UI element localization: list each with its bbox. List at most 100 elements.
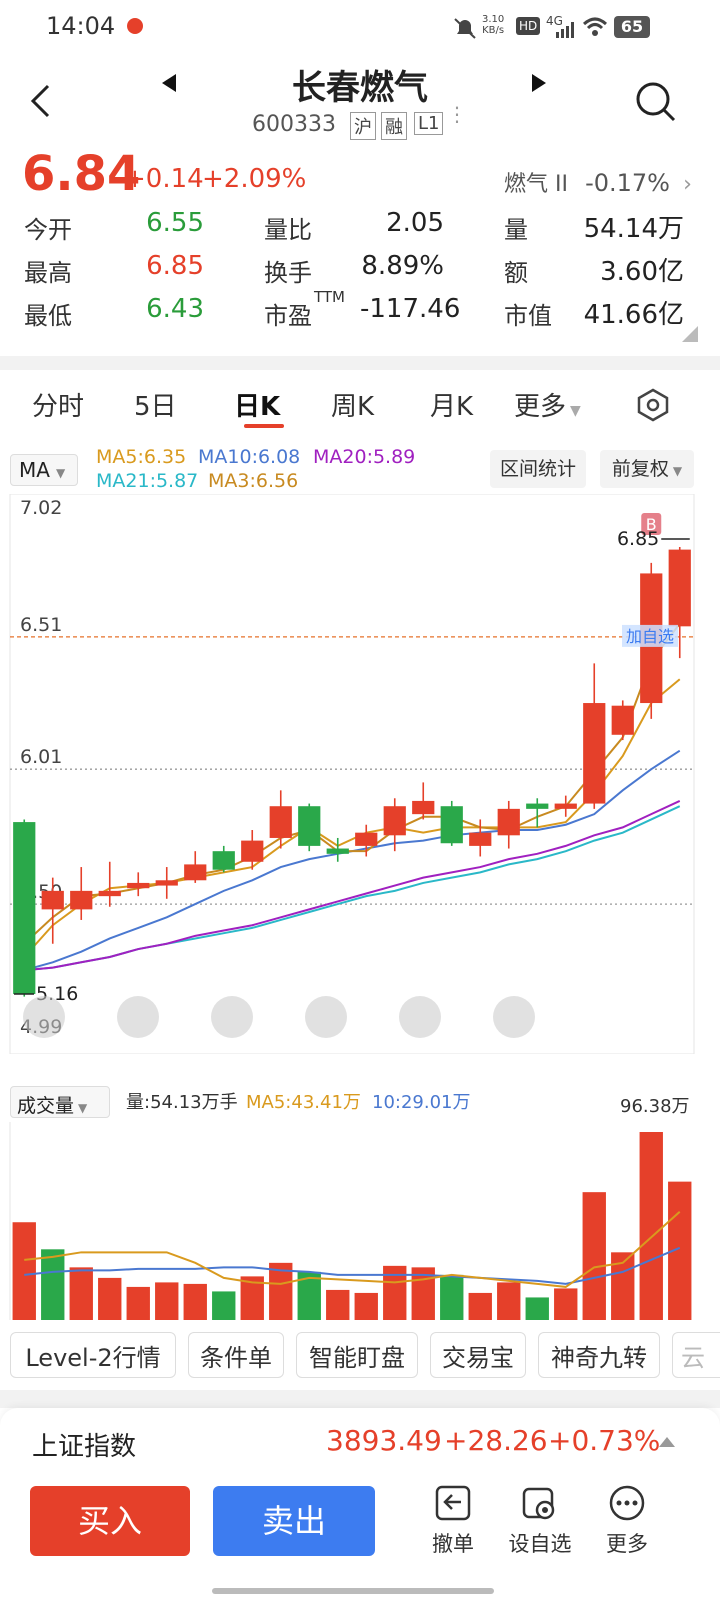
volume-bar: [383, 1265, 407, 1320]
next-control-icon[interactable]: [399, 996, 441, 1038]
more-label: 更多: [606, 1532, 648, 1556]
notification-icon: [127, 18, 143, 34]
stat-value: -117.46: [360, 294, 461, 324]
ma21-line: [24, 805, 681, 972]
vol-legend-current: 量:54.13万手: [126, 1092, 238, 1113]
plot-frame: [9, 494, 695, 1054]
expand-up-icon[interactable]: [658, 1436, 676, 1448]
signal-4g: 4G: [546, 14, 563, 28]
cancel-order-button[interactable]: 撤单: [422, 1484, 484, 1574]
badge-l1: L1: [414, 112, 444, 135]
stat-value: 3.60亿: [600, 257, 684, 287]
candle: [41, 890, 64, 910]
undo-icon: [435, 1485, 471, 1521]
tab-monthly-k[interactable]: 月K: [430, 392, 474, 422]
more-icon: [609, 1485, 645, 1521]
search-icon[interactable]: [634, 80, 676, 122]
watchlist-icon: [522, 1487, 555, 1520]
wifi-icon: [582, 17, 608, 36]
stat-value: 2.05: [386, 208, 444, 238]
fullscreen-control-icon[interactable]: [493, 996, 535, 1038]
prev-stock-icon[interactable]: [160, 72, 180, 94]
tab-daily-k[interactable]: 日K: [234, 392, 281, 422]
index-name: 上证指数: [32, 1432, 137, 1462]
candle: [98, 890, 121, 897]
stat-value: 54.14万: [583, 214, 684, 244]
more-dots-icon[interactable]: ⋮: [447, 102, 467, 126]
kline-chart-area: MA ▼ MA5:6.35 MA10:6.08 MA20:5.89 MA21:5.…: [0, 442, 720, 1352]
stat-label: 今开: [24, 216, 72, 244]
candle: [383, 806, 406, 836]
volume-bar: [240, 1276, 264, 1320]
vol-ma5-line: [24, 1210, 681, 1288]
tab-intraday[interactable]: 分时: [32, 392, 85, 422]
back-icon[interactable]: [28, 82, 52, 120]
page-title: 长春燃气: [292, 68, 428, 108]
sector-name: 燃气 II: [504, 172, 568, 197]
cloud-button[interactable]: 云: [672, 1332, 720, 1378]
status-time: 14:04: [46, 12, 116, 40]
legend-ma21: MA21:5.87: [96, 470, 199, 492]
trade-treasure-button[interactable]: 交易宝: [430, 1332, 526, 1378]
high-price-label: 6.85: [617, 528, 659, 550]
ma-select[interactable]: MA ▼: [10, 454, 78, 486]
sector-pct: -0.17%: [585, 169, 670, 197]
expand-corner-icon[interactable]: [682, 326, 698, 342]
more-button[interactable]: 更多: [596, 1484, 658, 1574]
stat-label: 最低: [24, 302, 72, 330]
volume-bar: [326, 1289, 350, 1320]
candle: [155, 880, 178, 886]
prev-control-icon[interactable]: [305, 996, 347, 1038]
volume-bar: [297, 1271, 321, 1320]
stat-value: 41.66亿: [583, 300, 684, 330]
vol-legend-ma5: MA5:43.41万: [246, 1092, 361, 1113]
sell-button[interactable]: 卖出: [213, 1486, 375, 1556]
tab-5day[interactable]: 5日: [134, 392, 177, 422]
volume-bar: [354, 1292, 378, 1320]
legend-ma5: MA5:6.35: [96, 446, 187, 468]
sector-link[interactable]: 燃气 II -0.17% ›: [504, 166, 692, 197]
watchlist-tag-bg: [622, 624, 678, 647]
stat-value: 6.85: [146, 251, 204, 281]
candle: [526, 803, 549, 809]
caret-down-icon: ▼: [570, 403, 581, 419]
adjust-select[interactable]: 前复权 ▼: [600, 450, 694, 488]
index-pct: +0.73%: [548, 1424, 661, 1457]
zoom-in-control-icon[interactable]: [117, 996, 159, 1038]
volume-bar: [212, 1291, 236, 1320]
candle: [326, 848, 349, 854]
settings-hexagon-icon[interactable]: [636, 388, 670, 422]
y-tick-label: 6.51: [20, 614, 62, 636]
conditional-order-button[interactable]: 条件单: [188, 1332, 284, 1378]
battery-icon: 65: [614, 16, 650, 38]
separator: [0, 356, 720, 370]
next-stock-icon[interactable]: [528, 72, 548, 94]
candle: [412, 800, 435, 815]
volume-bar: [468, 1292, 492, 1320]
smart-watch-button[interactable]: 智能盯盘: [296, 1332, 418, 1378]
magic-nine-button[interactable]: 神奇九转: [538, 1332, 660, 1378]
caret-down-icon: ▼: [78, 1101, 88, 1115]
volume-chart[interactable]: [0, 1122, 720, 1322]
y-tick-label: 6.01: [20, 746, 62, 768]
volume-select[interactable]: 成交量 ▼: [10, 1086, 110, 1118]
tab-weekly-k[interactable]: 周K: [331, 392, 375, 422]
index-change: +28.26: [444, 1424, 548, 1457]
price-change-pct: +2.09%: [202, 164, 307, 194]
cancel-order-label: 撤单: [432, 1532, 474, 1556]
kline-chart[interactable]: 7.026.516.015.504.992025-09-0409-1509-25…: [0, 494, 720, 1054]
volume-bar: [41, 1249, 65, 1320]
buy-button[interactable]: 买入: [30, 1486, 190, 1556]
stat-label: 量比: [264, 216, 312, 244]
volume-bar: [497, 1282, 521, 1320]
hd-icon: HD: [516, 17, 541, 35]
stat-label: 额: [504, 259, 528, 287]
volume-bar: [12, 1222, 36, 1320]
zoom-out-control-icon[interactable]: [211, 996, 253, 1038]
tab-more[interactable]: 更多 ▼: [514, 392, 581, 422]
zoom-out-start-control-icon[interactable]: [23, 996, 65, 1038]
add-watchlist-button[interactable]: 设自选: [505, 1484, 575, 1574]
level2-button[interactable]: Level-2行情: [10, 1332, 176, 1378]
range-stats-button[interactable]: 区间统计: [490, 450, 586, 488]
home-indicator: [212, 1588, 494, 1594]
